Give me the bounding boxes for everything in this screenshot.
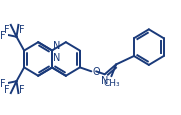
Text: F: F: [0, 79, 6, 88]
Text: F: F: [4, 25, 10, 35]
Text: F: F: [4, 84, 10, 94]
Text: N: N: [53, 40, 61, 50]
Text: CH₃: CH₃: [103, 79, 120, 88]
Text: F: F: [19, 84, 25, 94]
Text: O: O: [92, 67, 100, 77]
Text: F: F: [19, 25, 25, 35]
Text: F: F: [0, 30, 6, 40]
Text: N: N: [101, 76, 108, 86]
Text: N: N: [53, 52, 60, 62]
